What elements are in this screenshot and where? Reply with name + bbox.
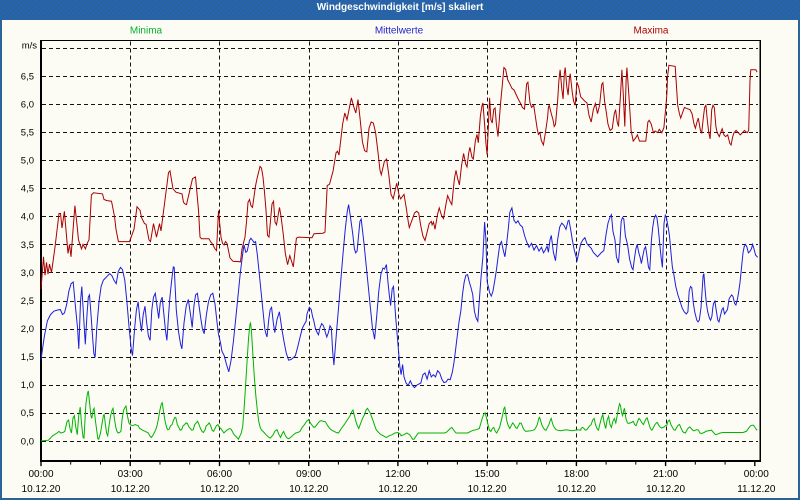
svg-text:10.12.20: 10.12.20	[22, 484, 61, 495]
svg-text:Mittelwerte: Mittelwerte	[375, 26, 424, 37]
svg-text:0,5: 0,5	[21, 408, 34, 419]
svg-text:00:00: 00:00	[744, 469, 769, 480]
svg-text:4,0: 4,0	[21, 212, 34, 223]
svg-text:2,5: 2,5	[21, 296, 34, 307]
svg-text:1,5: 1,5	[21, 352, 34, 363]
svg-text:21:00: 21:00	[653, 469, 678, 480]
svg-text:18:00: 18:00	[564, 469, 589, 480]
svg-text:6,0: 6,0	[21, 100, 34, 111]
svg-text:00:00: 00:00	[28, 469, 53, 480]
svg-text:11.12.20: 11.12.20	[737, 484, 776, 495]
svg-text:5,0: 5,0	[21, 156, 34, 167]
svg-text:10.12.20: 10.12.20	[289, 484, 328, 495]
svg-text:10.12.20: 10.12.20	[646, 484, 685, 495]
svg-text:10.12.20: 10.12.20	[200, 484, 239, 495]
svg-text:10.12.20: 10.12.20	[111, 484, 150, 495]
svg-text:10.12.20: 10.12.20	[468, 484, 507, 495]
svg-text:09:00: 09:00	[296, 469, 321, 480]
svg-text:5,5: 5,5	[21, 128, 34, 139]
svg-text:m/s: m/s	[22, 41, 38, 52]
svg-text:0,0: 0,0	[21, 436, 34, 447]
svg-text:Maxima: Maxima	[633, 26, 668, 37]
svg-text:06:00: 06:00	[207, 469, 232, 480]
svg-text:10.12.20: 10.12.20	[557, 484, 596, 495]
svg-text:2,0: 2,0	[21, 324, 34, 335]
svg-text:6,5: 6,5	[21, 71, 34, 82]
svg-text:1,0: 1,0	[21, 380, 34, 391]
svg-text:15:00: 15:00	[475, 469, 500, 480]
svg-text:4,5: 4,5	[21, 184, 34, 195]
svg-text:3,0: 3,0	[21, 268, 34, 279]
svg-text:12:00: 12:00	[385, 469, 410, 480]
svg-text:03:00: 03:00	[118, 469, 143, 480]
svg-text:10.12.20: 10.12.20	[378, 484, 417, 495]
svg-text:Minima: Minima	[130, 26, 163, 37]
svg-text:3,5: 3,5	[21, 240, 34, 251]
